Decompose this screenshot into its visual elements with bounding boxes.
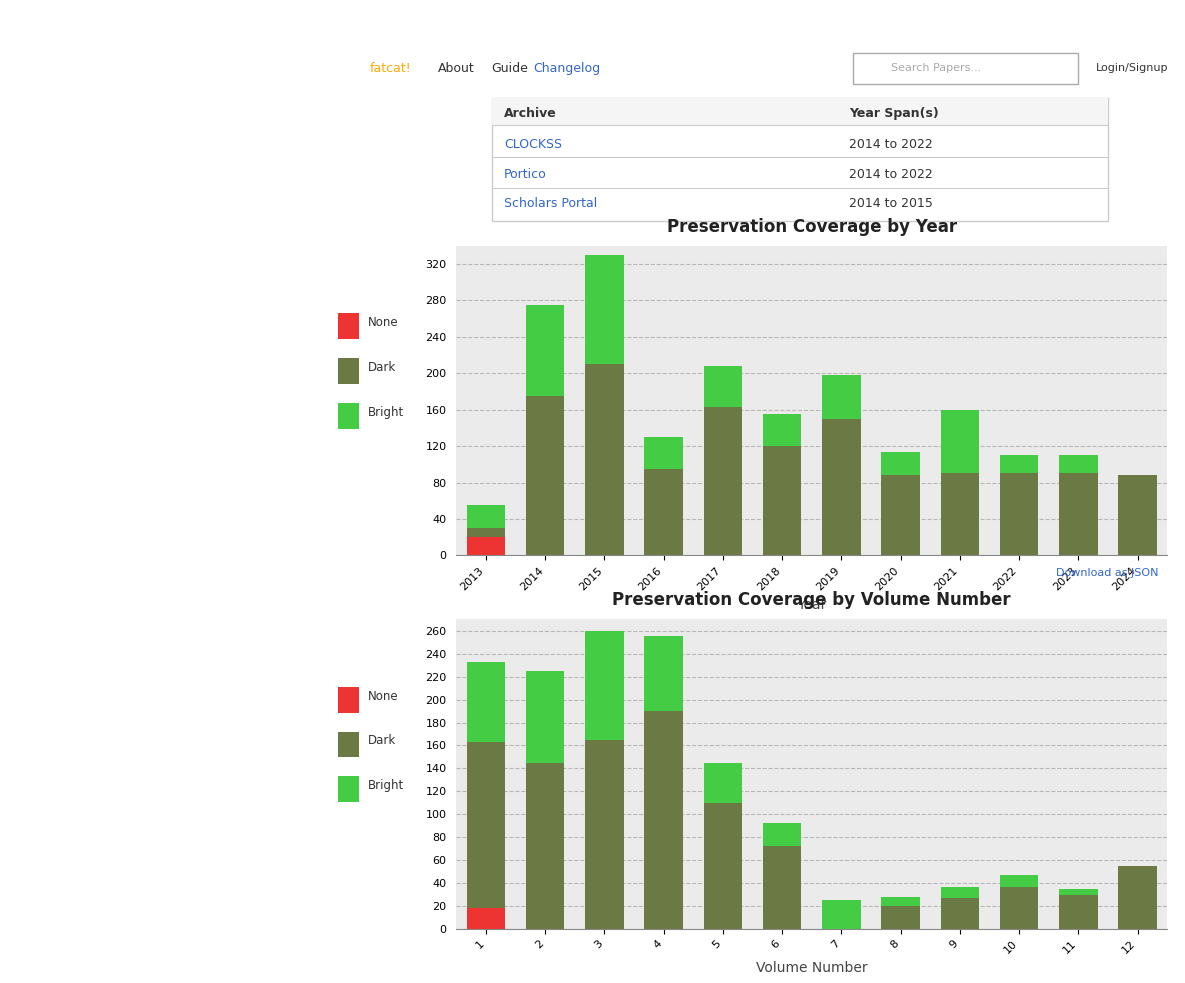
Bar (763, 414, 801, 446)
Bar (1059, 889, 1097, 895)
Bar (526, 305, 564, 396)
Text: Archive: Archive (504, 106, 557, 120)
Text: About: About (437, 62, 475, 75)
Bar (645, 711, 683, 929)
Title: Preservation Coverage by Volume Number: Preservation Coverage by Volume Number (613, 592, 1011, 609)
Text: Login/Signup: Login/Signup (1095, 63, 1168, 74)
Bar (585, 739, 623, 929)
Bar (704, 407, 742, 555)
Text: Dark: Dark (367, 734, 396, 747)
Bar (338, 358, 359, 384)
X-axis label: Year: Year (798, 598, 826, 611)
Text: Portico: Portico (504, 168, 546, 181)
Bar (467, 662, 505, 742)
Bar (1000, 887, 1038, 929)
Bar (882, 906, 920, 929)
FancyBboxPatch shape (492, 98, 1108, 126)
Text: Bright: Bright (367, 406, 404, 419)
Text: Search Papers...: Search Papers... (891, 63, 981, 74)
Bar (822, 900, 860, 929)
Bar (526, 670, 564, 763)
X-axis label: Volume Number: Volume Number (756, 961, 867, 975)
FancyBboxPatch shape (492, 98, 1108, 221)
Text: Scholars Portal: Scholars Portal (504, 198, 597, 210)
Bar (941, 410, 979, 474)
Text: Changelog: Changelog (533, 62, 600, 75)
Bar (585, 364, 623, 555)
Bar (941, 898, 979, 929)
Bar (585, 631, 623, 739)
Bar (645, 469, 683, 555)
Bar (882, 452, 920, 475)
Bar (763, 824, 801, 846)
Bar (1059, 455, 1097, 474)
Text: 2014 to 2015: 2014 to 2015 (850, 198, 933, 210)
Text: fatcat!: fatcat! (370, 62, 412, 75)
Bar (822, 376, 860, 419)
Bar (1119, 475, 1157, 555)
Bar (1000, 455, 1038, 474)
Text: fatcat.wiki/container/ytszeoavsvacnciwhmsxbas6tq/coverage: fatcat.wiki/container/ytszeoavsvacnciwhm… (12, 17, 356, 28)
Bar (704, 763, 742, 803)
Bar (645, 437, 683, 469)
Text: 2014 to 2022: 2014 to 2022 (850, 168, 933, 181)
Bar (822, 419, 860, 555)
Bar (467, 742, 505, 908)
Bar (882, 475, 920, 555)
Bar (338, 777, 359, 802)
Bar (585, 255, 623, 364)
FancyBboxPatch shape (853, 53, 1078, 84)
Bar (1059, 474, 1097, 555)
Bar (704, 366, 742, 407)
Bar (338, 731, 359, 758)
Bar (763, 446, 801, 555)
Text: Dark: Dark (367, 361, 396, 374)
Bar (763, 846, 801, 929)
Bar (338, 403, 359, 429)
Bar (882, 896, 920, 906)
Bar (467, 908, 505, 929)
Text: Bright: Bright (367, 780, 404, 792)
Bar (467, 537, 505, 555)
Bar (338, 314, 359, 339)
Bar (941, 474, 979, 555)
Text: Download as JSON: Download as JSON (1057, 568, 1159, 578)
Bar (338, 687, 359, 713)
Bar (467, 505, 505, 528)
Text: Guide: Guide (491, 62, 529, 75)
Bar (1119, 866, 1157, 929)
Text: None: None (367, 690, 398, 703)
Title: Preservation Coverage by Year: Preservation Coverage by Year (667, 218, 956, 236)
Text: CLOCKSS: CLOCKSS (504, 139, 562, 151)
Bar (526, 763, 564, 929)
Bar (467, 528, 505, 537)
Bar (941, 887, 979, 898)
Bar (526, 396, 564, 555)
Text: 2014 to 2022: 2014 to 2022 (850, 139, 933, 151)
Bar (645, 637, 683, 711)
Text: Year Span(s): Year Span(s) (850, 106, 939, 120)
Text: None: None (367, 317, 398, 329)
Bar (704, 803, 742, 929)
Bar (1059, 895, 1097, 929)
Bar (1000, 875, 1038, 887)
Bar (1000, 474, 1038, 555)
